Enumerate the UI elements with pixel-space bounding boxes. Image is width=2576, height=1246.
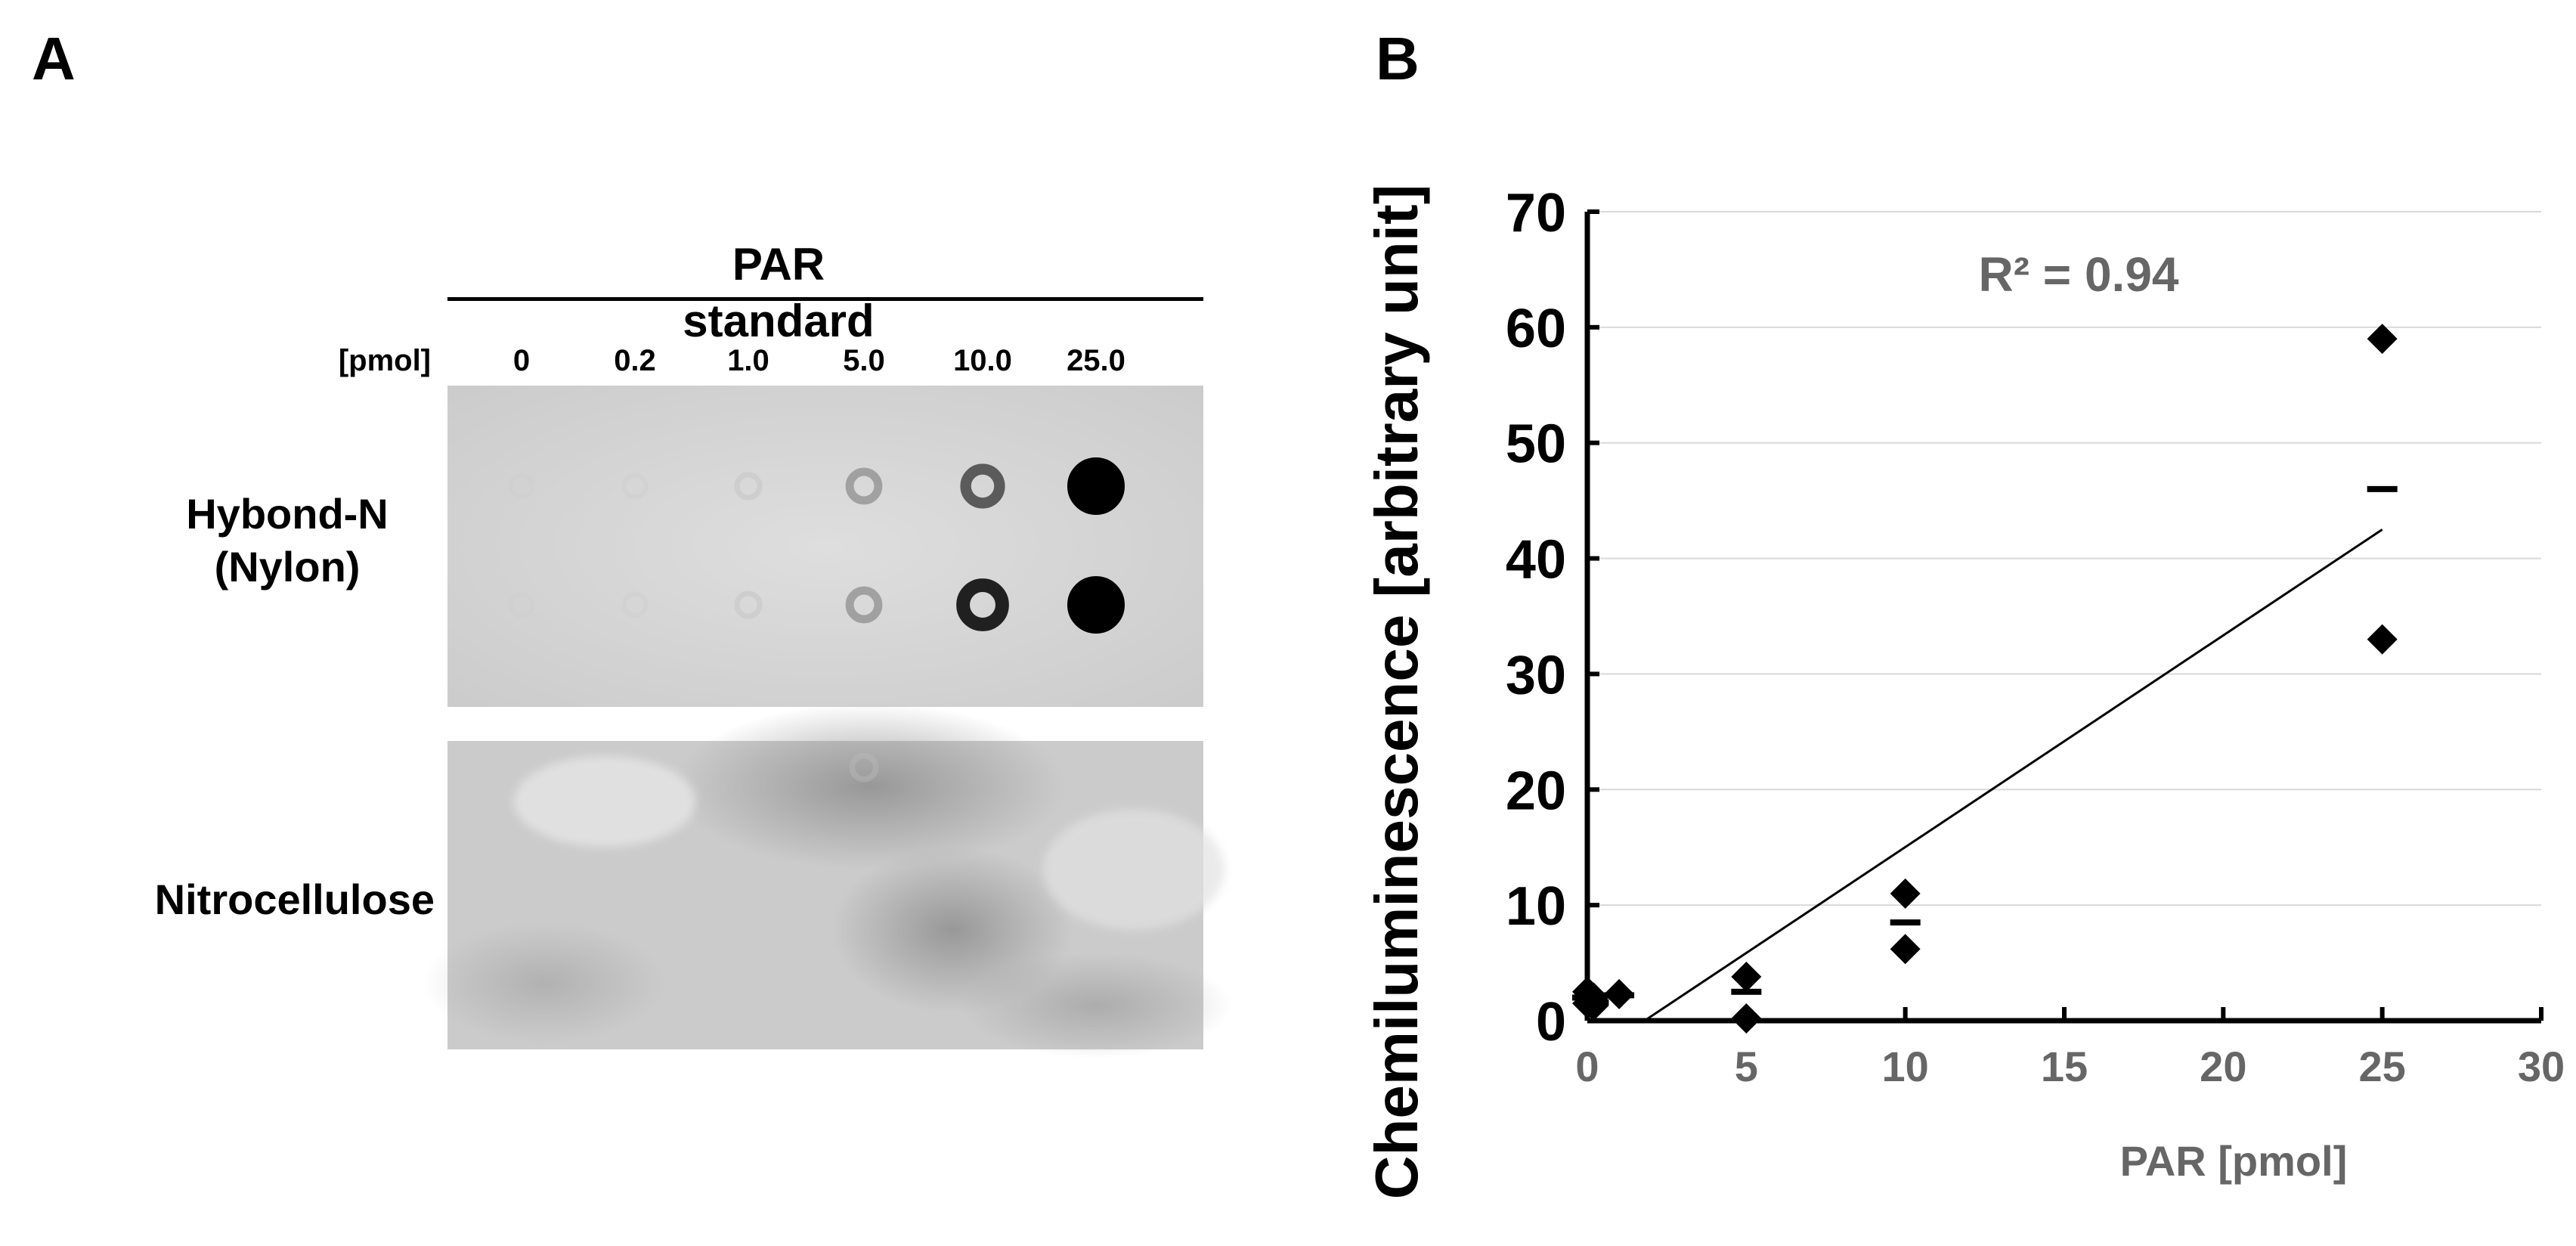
panel-a-label: A	[32, 25, 76, 92]
x-tick-label-5: 5	[1735, 1043, 1758, 1090]
nylon-dot-core-r0-c5	[1073, 463, 1119, 509]
nc-dot-r0-c3	[849, 752, 879, 783]
nylon-dot-r1-c1	[621, 591, 649, 618]
column-label-5: 25.0	[1067, 344, 1125, 377]
y-axis-label: Chemiluminescence [arbitrary unit]	[1363, 184, 1430, 1200]
data-point-5	[1731, 961, 1762, 992]
mean-markers	[1572, 485, 2398, 1006]
nylon-dot-r0-c1	[621, 473, 649, 500]
blot-nitrocellulose	[423, 703, 1232, 1058]
x-tick-label-10: 10	[1882, 1043, 1929, 1090]
fit-line	[1643, 528, 2383, 1022]
nylon-dot-r0-c0	[508, 473, 535, 500]
nylon-dot-core-r1-c5	[1073, 582, 1119, 628]
membrane-label-nylon: Hybond-N (Nylon)	[186, 490, 389, 590]
x-tick-label-20: 20	[2200, 1043, 2246, 1090]
membrane-label-nitrocellulose: Nitrocellulose	[154, 876, 435, 923]
mean-marker-1	[1578, 999, 1609, 1006]
axes	[1584, 212, 2541, 1024]
mean-marker-3	[1731, 988, 1762, 995]
column-label-1: 0.2	[614, 344, 656, 377]
nylon-dot-r0-c4	[960, 463, 1005, 509]
x-tick-label-15: 15	[2041, 1043, 2088, 1090]
y-tick-label-10: 10	[1506, 876, 1566, 937]
r-squared-annotation: R² = 0.94	[1978, 247, 2178, 302]
nylon-dot-r1-c3	[845, 586, 883, 624]
y-tick-label-30: 30	[1506, 645, 1566, 705]
y-axis-ticks: 0 10 20 30 40 50 60 70	[1506, 183, 1599, 1052]
data-points	[1572, 324, 2398, 1034]
x-tick-label-30: 30	[2518, 1043, 2565, 1090]
regression-line	[1643, 528, 2383, 1022]
par-standard-header: PAR standard	[683, 239, 875, 346]
column-label-2: 1.0	[727, 344, 769, 377]
y-tick-label-50: 50	[1506, 414, 1566, 475]
column-label-4: 10.0	[953, 344, 1012, 377]
y-tick-label-60: 60	[1506, 299, 1566, 359]
data-point-6	[1731, 1003, 1762, 1034]
mean-marker-4	[1890, 919, 1921, 926]
data-point-8	[1890, 934, 1921, 965]
data-point-9	[2367, 324, 2398, 355]
nylon-dot-r1-c2	[734, 590, 763, 619]
unit-label: [pmol]	[338, 344, 431, 377]
x-axis-ticks: 0 5 10 15 20 25 30	[1575, 1007, 2565, 1090]
nylon-dot-r1-c0	[508, 591, 535, 618]
grid-lines	[1587, 211, 2541, 907]
y-tick-label-70: 70	[1506, 183, 1566, 243]
column-label-0: 0	[512, 344, 531, 377]
nylon-dot-r0-c2	[734, 472, 763, 501]
mean-marker-2	[1604, 992, 1635, 999]
data-point-7	[1890, 878, 1921, 909]
scatter-chart: 0 10 20 30 40 50 60 70 0 5 10 15 20 25 30 R² = 0.94 P…	[1363, 183, 2565, 1199]
nylon-dot-r1-c4	[956, 578, 1009, 631]
data-point-10	[2367, 624, 2398, 655]
y-tick-label-20: 20	[1506, 761, 1566, 821]
mean-marker-5	[2367, 485, 2398, 492]
header-rule	[447, 297, 1203, 301]
column-label-3: 5.0	[843, 344, 885, 377]
panel-b-label: B	[1376, 25, 1420, 92]
blot-nylon	[447, 386, 1203, 707]
x-axis-label: PAR [pmol]	[2120, 1137, 2348, 1185]
x-tick-label-0: 0	[1575, 1043, 1599, 1090]
x-tick-label-25: 25	[2359, 1043, 2406, 1090]
y-tick-label-0: 0	[1536, 992, 1566, 1052]
y-tick-label-40: 40	[1506, 530, 1566, 590]
nylon-dot-r0-c3	[845, 467, 883, 505]
mean-marker-0	[1572, 994, 1602, 1001]
